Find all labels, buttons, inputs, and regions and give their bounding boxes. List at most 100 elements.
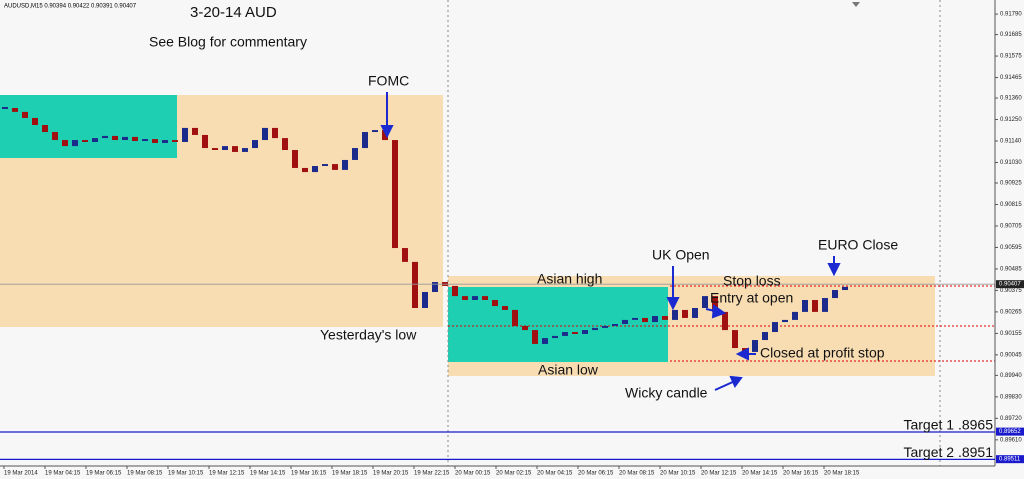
candle xyxy=(532,330,538,344)
candle xyxy=(582,330,588,334)
annotation: Stop loss xyxy=(723,273,781,289)
x-tick-label: 19 Mar 14:15 xyxy=(250,471,286,477)
y-tick-label: 0.90705 xyxy=(1000,224,1022,230)
candle xyxy=(402,248,408,262)
x-tick-label: 19 Mar 2014 xyxy=(4,471,38,477)
candle xyxy=(792,311,798,320)
arrows xyxy=(380,92,841,391)
y-tick-label: 0.90155 xyxy=(1000,331,1022,337)
candle xyxy=(542,338,548,344)
candle xyxy=(802,299,808,312)
candle xyxy=(712,296,718,312)
x-tick-label: 20 Mar 16:15 xyxy=(783,471,819,477)
candle xyxy=(512,309,518,326)
candle xyxy=(12,108,18,112)
x-tick-label: 19 Mar 20:15 xyxy=(373,471,409,477)
candle xyxy=(262,127,268,141)
candle xyxy=(622,319,628,325)
chart-subtitle: See Blog for commentary xyxy=(149,34,307,50)
price-tag xyxy=(996,455,1024,464)
y-tick-label: 0.90815 xyxy=(1000,202,1022,208)
candle xyxy=(32,117,38,125)
candle xyxy=(62,140,68,147)
candle xyxy=(222,146,228,150)
candle xyxy=(82,140,88,142)
annotation: UK Open xyxy=(652,247,710,263)
candle xyxy=(92,138,98,142)
y-tick-label: 0.91685 xyxy=(1000,32,1022,38)
candle xyxy=(662,316,668,320)
y-tick-label: 0.90045 xyxy=(1000,352,1022,358)
y-tick-label: 0.91140 xyxy=(1000,139,1022,145)
y-tick-label: 0.90265 xyxy=(1000,309,1022,315)
candle xyxy=(42,124,48,133)
x-tick-label: 20 Mar 18:15 xyxy=(824,471,860,477)
x-tick-label: 19 Mar 12:15 xyxy=(209,471,245,477)
candle xyxy=(382,130,388,141)
x-tick-label: 19 Mar 04:15 xyxy=(45,471,81,477)
candle xyxy=(352,148,358,160)
candle xyxy=(592,327,598,331)
candle xyxy=(152,139,158,143)
y-tick-label: 0.90925 xyxy=(1000,181,1022,187)
candle xyxy=(52,132,58,141)
annotation: Asian low xyxy=(538,362,599,378)
candle xyxy=(302,167,308,173)
candle xyxy=(732,330,738,349)
x-tick-label: 20 Mar 04:15 xyxy=(537,471,573,477)
asian-box xyxy=(0,95,177,158)
candle xyxy=(822,298,828,312)
candle xyxy=(192,127,198,135)
price-tag xyxy=(996,427,1024,436)
candle xyxy=(462,296,468,300)
candle xyxy=(842,286,848,291)
candle xyxy=(682,309,688,318)
x-tick-label: 20 Mar 02:15 xyxy=(496,471,532,477)
candle xyxy=(772,322,778,333)
candle xyxy=(182,127,188,142)
candle xyxy=(142,139,148,142)
y-tick-label: 0.89940 xyxy=(1000,373,1022,379)
x-tick-label: 19 Mar 06:15 xyxy=(86,471,122,477)
candle xyxy=(292,149,298,168)
candle xyxy=(312,166,318,173)
candle xyxy=(322,164,328,167)
asian-box xyxy=(448,287,668,362)
x-tick-label: 20 Mar 06:15 xyxy=(578,471,614,477)
y-tick-label: 0.91030 xyxy=(1000,160,1022,166)
candle xyxy=(232,146,238,152)
x-tick-label: 20 Mar 08:15 xyxy=(619,471,655,477)
price-tag xyxy=(996,280,1024,289)
candle xyxy=(472,296,478,300)
candle xyxy=(722,311,728,331)
candle xyxy=(562,332,568,336)
candle xyxy=(212,148,218,150)
x-tick-label: 19 Mar 08:15 xyxy=(127,471,163,477)
candle xyxy=(762,332,768,341)
annotation: EURO Close xyxy=(818,237,898,253)
symbol-info: AUDUSD,M15 0.90394 0.90422 0.90391 0.904… xyxy=(4,4,137,10)
candle xyxy=(832,290,838,299)
y-tick-label: 0.90485 xyxy=(1000,267,1022,273)
candle xyxy=(702,296,708,308)
y-tick-label: 0.91250 xyxy=(1000,117,1022,123)
candle xyxy=(492,299,498,307)
candle xyxy=(422,291,428,308)
candle xyxy=(362,132,368,149)
x-tick-label: 19 Mar 16:15 xyxy=(291,471,327,477)
candle xyxy=(392,140,398,249)
candle xyxy=(342,159,348,170)
y-tick-label: 0.89720 xyxy=(1000,416,1022,422)
annotation: Asian high xyxy=(537,271,602,287)
y-tick-label: 0.91360 xyxy=(1000,96,1022,102)
candle xyxy=(122,136,128,141)
candle xyxy=(632,317,638,320)
candle xyxy=(172,140,178,142)
candle xyxy=(202,134,208,149)
candle xyxy=(132,136,138,142)
candle xyxy=(282,138,288,150)
candle xyxy=(522,325,528,331)
candle xyxy=(22,111,28,118)
